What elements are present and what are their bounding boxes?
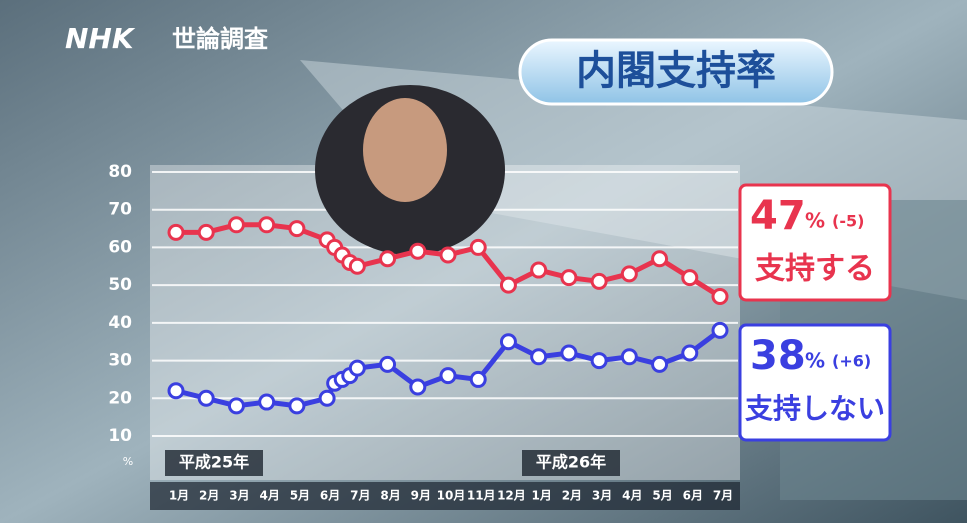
point (379, 355, 397, 373)
annotation-unit: % (805, 209, 825, 233)
x-tick-label: 3月 (592, 489, 612, 503)
y-tick-label: 20 (108, 388, 132, 408)
point (530, 348, 548, 366)
point (620, 348, 638, 366)
annotation-change: (+6) (832, 352, 871, 371)
y-tick-label: 50 (108, 275, 132, 295)
point (197, 223, 215, 241)
x-tick-label: 6月 (320, 489, 340, 503)
y-unit: % (123, 455, 133, 468)
annotation-unit: % (805, 349, 825, 373)
legend-box (738, 323, 892, 442)
x-tick-label: 3月 (229, 489, 249, 503)
x-tick-label: 9月 (411, 489, 431, 503)
year-box (165, 450, 263, 476)
y-tick-label: 80 (108, 162, 132, 182)
point (167, 382, 185, 400)
point (348, 359, 366, 377)
portrait (363, 98, 447, 202)
annotation-value: 38 (750, 333, 806, 379)
point (409, 242, 427, 260)
point (560, 344, 578, 362)
point (258, 393, 276, 411)
year-label: 平成26年 (536, 453, 606, 472)
y-tick-label: 40 (108, 313, 132, 333)
x-tick-label: 5月 (290, 489, 310, 503)
x-tick-label: 10月 (437, 489, 466, 503)
point (318, 389, 336, 407)
x-tick-label: 6月 (683, 489, 703, 503)
point (469, 238, 487, 256)
point (651, 355, 669, 373)
point (258, 216, 276, 234)
brand-logo: NHK (65, 22, 136, 55)
x-tick-label: 5月 (652, 489, 672, 503)
point (499, 333, 517, 351)
x-tick-label: 2月 (562, 489, 582, 503)
point (439, 367, 457, 385)
year-label: 平成25年 (179, 453, 249, 472)
point (711, 287, 729, 305)
x-tick-label: 1月 (169, 489, 189, 503)
y-tick-label: 30 (108, 351, 132, 371)
point (651, 250, 669, 268)
point (288, 397, 306, 415)
point (590, 272, 608, 290)
legend-box (738, 183, 892, 302)
chart-title: 内閣支持率 (576, 48, 776, 94)
point (711, 321, 729, 339)
point (530, 261, 548, 279)
legend-label: 支持しない (745, 392, 885, 425)
series-line (175, 328, 722, 409)
x-tick-label: 4月 (622, 489, 642, 503)
point (681, 269, 699, 287)
point (469, 370, 487, 388)
x-tick-label: 11月 (467, 489, 496, 503)
annotation-value: 47 (750, 193, 806, 239)
title-box (518, 38, 834, 106)
point (197, 389, 215, 407)
point (227, 397, 245, 415)
year-box (522, 450, 620, 476)
x-tick-label: 2月 (199, 489, 219, 503)
annotation-change: (-5) (832, 212, 864, 231)
x-tick-label: 4月 (259, 489, 279, 503)
y-tick-label: 70 (108, 200, 132, 220)
point (288, 220, 306, 238)
point (499, 276, 517, 294)
x-tick-label: 12月 (497, 489, 526, 503)
y-tick-label: 60 (108, 237, 132, 257)
x-tick-label: 7月 (713, 489, 733, 503)
x-tick-label: 1月 (531, 489, 551, 503)
point (227, 216, 245, 234)
legend-label: 支持する (755, 252, 875, 287)
point (560, 269, 578, 287)
x-tick-label: 7月 (350, 489, 370, 503)
point (681, 344, 699, 362)
point (379, 250, 397, 268)
y-tick-label: 10 (108, 426, 132, 446)
point (348, 257, 366, 275)
series-line (176, 222, 722, 299)
brand-suffix: 世論調査 (172, 25, 268, 53)
x-axis-band (150, 482, 740, 510)
point (167, 223, 185, 241)
point (590, 352, 608, 370)
point (409, 378, 427, 396)
x-tick-label: 8月 (380, 489, 400, 503)
point (620, 265, 638, 283)
point (439, 246, 457, 264)
